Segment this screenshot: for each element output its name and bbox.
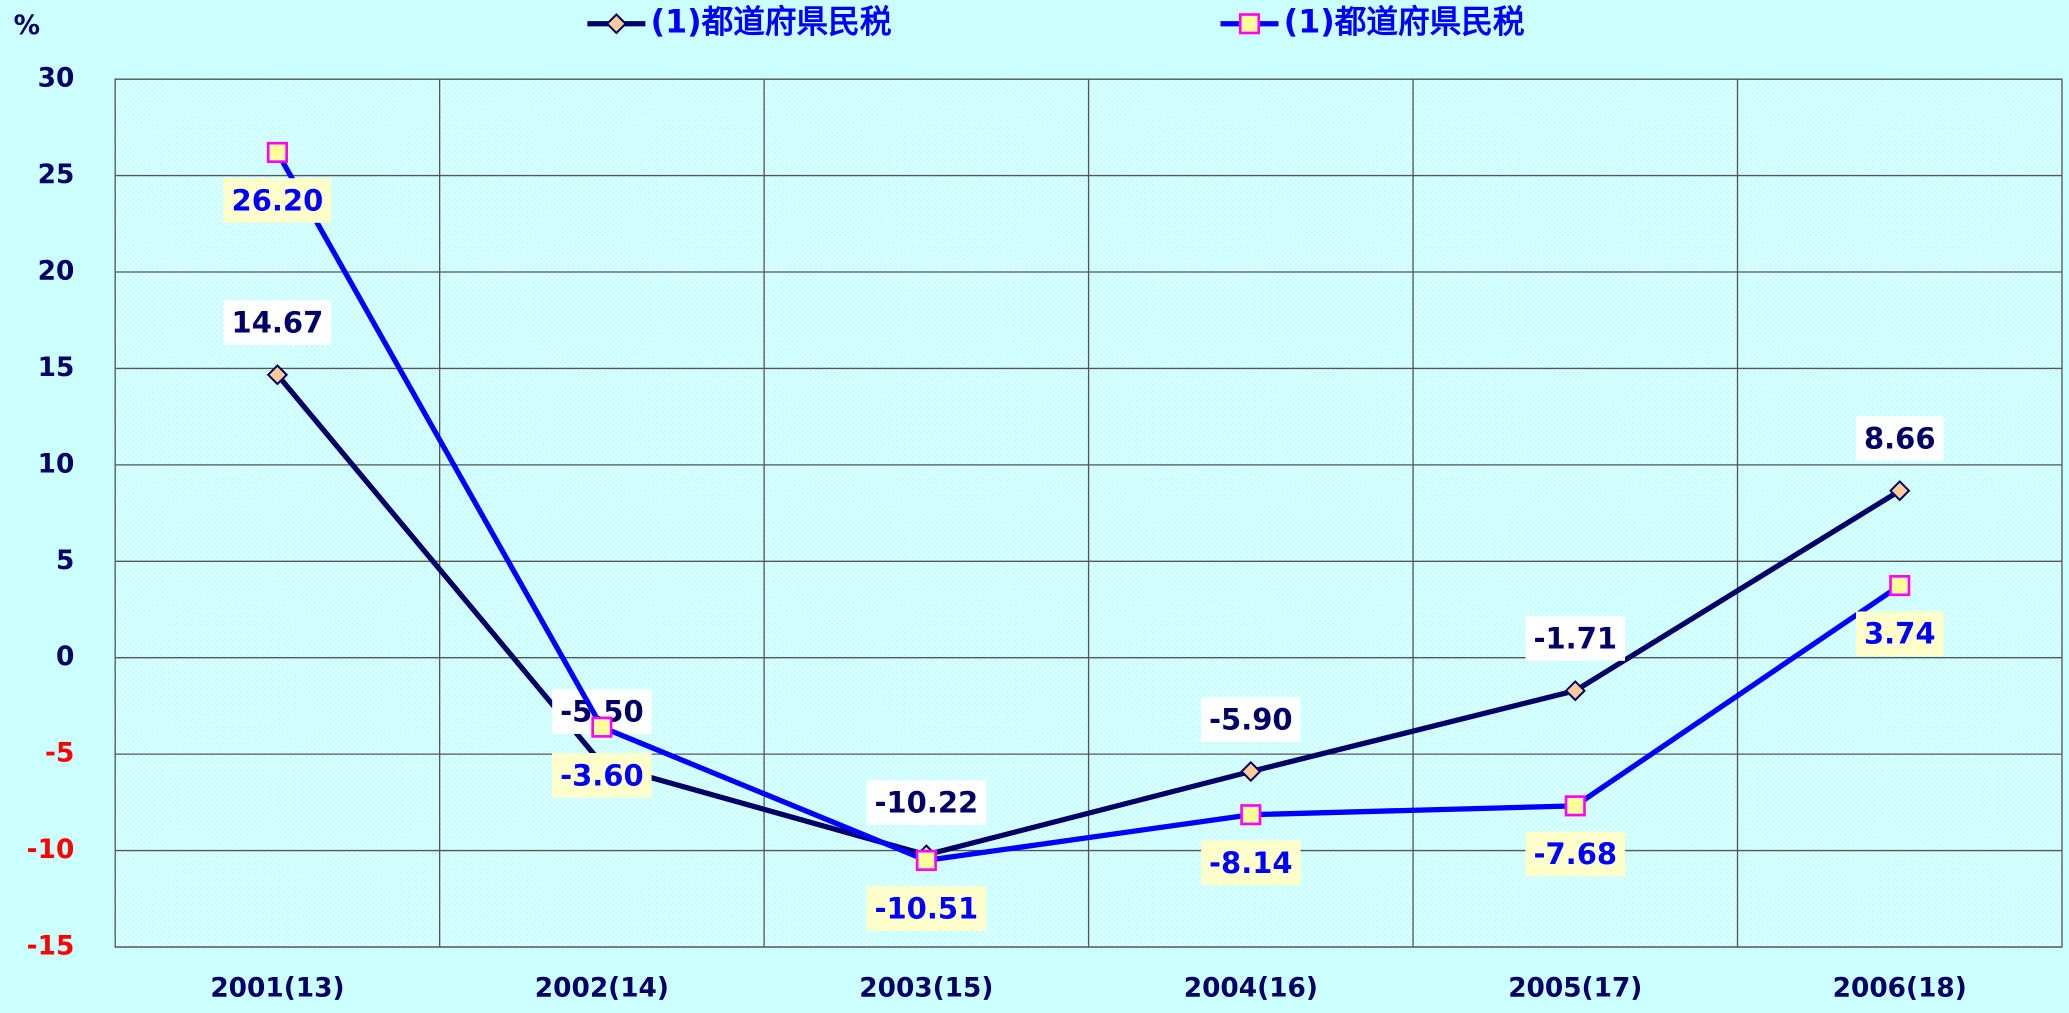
data-label-bg bbox=[1201, 840, 1301, 886]
data-label: -7.68 bbox=[1533, 837, 1617, 871]
data-label-bg bbox=[1525, 831, 1625, 877]
series-line bbox=[275, 151, 1902, 864]
data-label: 8.66 bbox=[1864, 422, 1936, 456]
data-point bbox=[1889, 480, 1911, 502]
data-point bbox=[1240, 760, 1262, 783]
data-label-bg bbox=[866, 886, 987, 931]
y-tick-label: 25 bbox=[38, 160, 75, 190]
data-point bbox=[1564, 680, 1586, 702]
data-point bbox=[1240, 804, 1262, 826]
data-label-bg bbox=[1856, 611, 1944, 656]
data-label-bg bbox=[1856, 416, 1944, 461]
data-label-bg bbox=[223, 178, 332, 223]
data-label: 14.67 bbox=[232, 306, 324, 340]
data-label-bg bbox=[223, 300, 332, 345]
data-label-bg bbox=[1201, 697, 1301, 742]
data-label: -1.71 bbox=[1533, 622, 1617, 656]
data-label: -10.22 bbox=[874, 786, 978, 820]
y-axis-label: % bbox=[14, 11, 40, 41]
data-point bbox=[1564, 795, 1586, 817]
data-label: -5.90 bbox=[1209, 702, 1293, 736]
data-label: -10.51 bbox=[874, 892, 978, 926]
x-tick-label: 2006(18) bbox=[1833, 974, 1967, 1004]
data-label: -3.60 bbox=[560, 758, 644, 792]
x-tick-label: 2005(17) bbox=[1508, 974, 1642, 1004]
y-tick-label: -5 bbox=[45, 739, 74, 769]
data-label: -8.14 bbox=[1209, 846, 1293, 880]
data-point bbox=[1889, 575, 1911, 597]
data-label-bg bbox=[866, 780, 987, 825]
x-tick-label: 2002(14) bbox=[535, 974, 669, 1004]
series-line bbox=[275, 373, 1902, 858]
data-label: 3.74 bbox=[1864, 617, 1936, 651]
y-tick-label: 15 bbox=[38, 353, 75, 383]
y-tick-label: 0 bbox=[56, 642, 74, 672]
data-point bbox=[266, 364, 289, 386]
y-tick-label: 5 bbox=[56, 546, 74, 576]
x-tick-label: 2003(15) bbox=[859, 974, 993, 1004]
y-tick-label: 20 bbox=[38, 256, 75, 286]
legend-marker bbox=[1238, 13, 1261, 35]
x-tick-label: 2004(16) bbox=[1184, 974, 1318, 1004]
y-tick-label: 10 bbox=[38, 449, 75, 479]
data-point bbox=[591, 716, 613, 738]
legend-label: (1)都道府県民税 bbox=[651, 4, 892, 41]
legend-marker bbox=[605, 13, 628, 35]
y-tick-label: -10 bbox=[27, 835, 75, 865]
legend-label: (1)都道府県民税 bbox=[1284, 4, 1525, 41]
x-tick-label: 2001(13) bbox=[210, 974, 344, 1004]
data-point bbox=[915, 849, 937, 871]
data-label-bg bbox=[1525, 616, 1625, 661]
data-label-bg bbox=[552, 752, 652, 798]
data-point bbox=[266, 141, 288, 163]
y-tick-label: -15 bbox=[27, 932, 75, 962]
data-label: 26.20 bbox=[232, 184, 324, 218]
y-tick-label: 30 bbox=[38, 64, 75, 94]
